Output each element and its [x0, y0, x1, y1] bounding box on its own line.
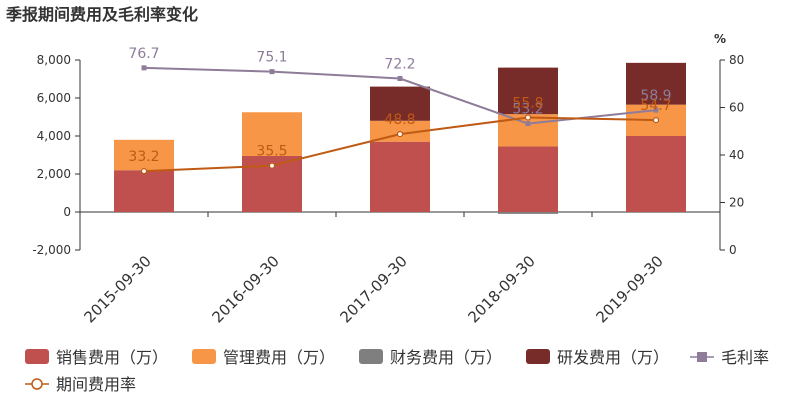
- legend-swatch: [526, 349, 550, 364]
- line-point: [268, 162, 276, 169]
- bar: [498, 212, 558, 214]
- data-labels: 76.7 75.1 72.2 53.2 58.9 33.2 35.5 48.8 55.8 54.7: [128, 46, 671, 165]
- data-label: 33.2: [128, 149, 159, 165]
- data-label: 35.5: [256, 144, 287, 160]
- x-tick-label: 2017-09-30: [336, 252, 410, 326]
- legend-label: 研发费用（万）: [557, 348, 669, 367]
- x-tick-label: 2018-09-30: [464, 252, 538, 326]
- line-point: [396, 131, 404, 138]
- y-left-tick-label: 4,000: [37, 129, 71, 143]
- data-label: 53.2: [512, 102, 543, 118]
- bar: [626, 62, 686, 105]
- chart-title: 季报期间费用及毛利率变化: [5, 5, 198, 24]
- legend-label: 期间费用率: [56, 375, 136, 394]
- y-right-tick-label: 60: [729, 101, 744, 115]
- data-label: 58.9: [640, 88, 671, 104]
- line-point: [652, 116, 660, 124]
- y-left-tick-label: 6,000: [37, 91, 71, 105]
- y-left-tick-label: 8,000: [37, 53, 71, 67]
- x-tick-label: 2016-09-30: [208, 252, 282, 326]
- bar: [114, 170, 174, 212]
- x-tick-label: 2019-09-30: [592, 252, 666, 326]
- bar: [498, 67, 558, 115]
- bar: [114, 139, 174, 171]
- data-label: 72.2: [384, 57, 415, 73]
- line-point: [269, 69, 275, 75]
- legend-label: 财务费用（万）: [390, 348, 502, 367]
- bar: [370, 86, 430, 121]
- legend-swatch: [359, 349, 383, 364]
- line-point: [653, 107, 659, 113]
- bar: [498, 146, 558, 212]
- y-left-tick-label: 0: [63, 205, 71, 219]
- line-point: [397, 76, 403, 82]
- y-right-unit: %: [714, 32, 726, 46]
- data-label: 76.7: [128, 46, 159, 62]
- legend-swatch: [192, 349, 216, 364]
- bar: [242, 112, 302, 156]
- bar: [626, 136, 686, 212]
- y-left-tick-label: 2,000: [37, 167, 71, 181]
- legend-swatch: [25, 349, 49, 364]
- y-right-tick-label: 80: [729, 53, 744, 67]
- data-label: 54.7: [640, 98, 671, 114]
- y-right-tick-label: 20: [729, 196, 744, 210]
- y-right-tick-label: 0: [729, 243, 737, 257]
- data-label: 75.1: [256, 50, 287, 66]
- data-label: 48.8: [384, 112, 415, 128]
- legend-label: 管理费用（万）: [223, 348, 335, 367]
- data-label: 55.8: [512, 95, 543, 111]
- bar: [370, 141, 430, 212]
- y-right-tick-label: 40: [729, 148, 744, 162]
- x-tick-label: 2015-09-30: [80, 252, 154, 326]
- y-left-tick-label: -2,000: [32, 243, 71, 257]
- line-point: [140, 168, 148, 175]
- legend-marker: [697, 352, 707, 362]
- line-point: [141, 65, 147, 71]
- line-point: [525, 121, 531, 127]
- line-point: [524, 114, 532, 121]
- lines: [140, 65, 660, 175]
- legend-label: 销售费用（万）: [56, 348, 168, 367]
- bars: [114, 62, 686, 214]
- legend-marker: [31, 378, 43, 390]
- legend-label: 毛利率: [721, 348, 769, 367]
